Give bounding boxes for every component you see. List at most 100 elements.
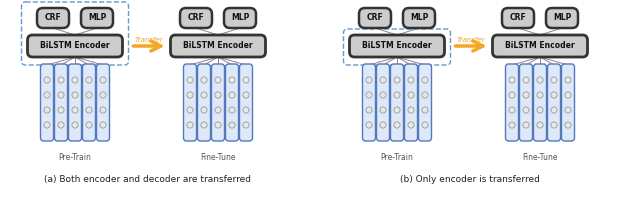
FancyBboxPatch shape: [97, 64, 109, 141]
FancyBboxPatch shape: [520, 64, 532, 141]
FancyBboxPatch shape: [28, 35, 122, 57]
Text: CRF: CRF: [509, 14, 526, 23]
Circle shape: [551, 77, 557, 83]
Text: MLP: MLP: [553, 14, 571, 23]
Circle shape: [215, 107, 221, 113]
Circle shape: [537, 92, 543, 98]
Circle shape: [201, 77, 207, 83]
Circle shape: [58, 92, 64, 98]
Circle shape: [523, 92, 529, 98]
FancyBboxPatch shape: [390, 64, 403, 141]
Circle shape: [394, 122, 400, 128]
Circle shape: [380, 92, 386, 98]
FancyBboxPatch shape: [502, 8, 534, 28]
FancyBboxPatch shape: [54, 64, 67, 141]
Circle shape: [201, 122, 207, 128]
Text: MLP: MLP: [231, 14, 249, 23]
FancyBboxPatch shape: [198, 64, 211, 141]
FancyBboxPatch shape: [404, 64, 417, 141]
Text: CRF: CRF: [45, 14, 61, 23]
Circle shape: [201, 92, 207, 98]
Circle shape: [366, 77, 372, 83]
FancyBboxPatch shape: [362, 64, 376, 141]
Circle shape: [187, 92, 193, 98]
FancyBboxPatch shape: [40, 64, 54, 141]
FancyBboxPatch shape: [359, 8, 391, 28]
FancyBboxPatch shape: [534, 64, 547, 141]
Circle shape: [366, 107, 372, 113]
Circle shape: [243, 77, 249, 83]
Circle shape: [551, 107, 557, 113]
Circle shape: [215, 77, 221, 83]
Circle shape: [100, 92, 106, 98]
Circle shape: [551, 122, 557, 128]
FancyBboxPatch shape: [37, 8, 69, 28]
Text: MLP: MLP: [88, 14, 106, 23]
Circle shape: [100, 122, 106, 128]
Circle shape: [565, 92, 571, 98]
Circle shape: [565, 77, 571, 83]
Text: BiLSTM Encoder: BiLSTM Encoder: [505, 42, 575, 51]
FancyBboxPatch shape: [211, 64, 225, 141]
FancyBboxPatch shape: [376, 64, 390, 141]
FancyBboxPatch shape: [349, 35, 445, 57]
Circle shape: [229, 92, 235, 98]
Text: Fine-Tune: Fine-Tune: [200, 153, 236, 162]
Circle shape: [229, 122, 235, 128]
FancyBboxPatch shape: [403, 8, 435, 28]
Circle shape: [523, 107, 529, 113]
Circle shape: [229, 107, 235, 113]
Circle shape: [509, 107, 515, 113]
Circle shape: [380, 122, 386, 128]
Circle shape: [187, 107, 193, 113]
Circle shape: [229, 77, 235, 83]
FancyBboxPatch shape: [180, 8, 212, 28]
Circle shape: [523, 122, 529, 128]
Text: (a) Both encoder and decoder are transferred: (a) Both encoder and decoder are transfe…: [45, 175, 252, 184]
Circle shape: [100, 77, 106, 83]
Text: Transfer: Transfer: [134, 37, 163, 43]
FancyBboxPatch shape: [225, 64, 239, 141]
Text: BiLSTM Encoder: BiLSTM Encoder: [40, 42, 110, 51]
Circle shape: [537, 122, 543, 128]
Circle shape: [100, 107, 106, 113]
Text: CRF: CRF: [367, 14, 383, 23]
Circle shape: [44, 92, 50, 98]
Circle shape: [422, 122, 428, 128]
FancyBboxPatch shape: [239, 64, 253, 141]
Circle shape: [509, 122, 515, 128]
Circle shape: [422, 77, 428, 83]
Circle shape: [44, 107, 50, 113]
Circle shape: [394, 107, 400, 113]
Text: BiLSTM Encoder: BiLSTM Encoder: [362, 42, 432, 51]
Circle shape: [72, 122, 78, 128]
Circle shape: [58, 77, 64, 83]
Circle shape: [215, 122, 221, 128]
Circle shape: [86, 107, 92, 113]
FancyBboxPatch shape: [419, 64, 431, 141]
Circle shape: [86, 92, 92, 98]
Circle shape: [215, 92, 221, 98]
Circle shape: [44, 122, 50, 128]
Circle shape: [380, 107, 386, 113]
Circle shape: [243, 92, 249, 98]
FancyBboxPatch shape: [170, 35, 266, 57]
FancyBboxPatch shape: [83, 64, 95, 141]
FancyBboxPatch shape: [224, 8, 256, 28]
Circle shape: [380, 77, 386, 83]
Circle shape: [537, 107, 543, 113]
Circle shape: [366, 122, 372, 128]
Circle shape: [243, 122, 249, 128]
Circle shape: [58, 122, 64, 128]
Circle shape: [537, 77, 543, 83]
Circle shape: [72, 77, 78, 83]
Circle shape: [187, 122, 193, 128]
Text: Pre-Train: Pre-Train: [59, 153, 92, 162]
Circle shape: [58, 107, 64, 113]
Circle shape: [408, 122, 414, 128]
Circle shape: [509, 92, 515, 98]
Circle shape: [72, 92, 78, 98]
FancyBboxPatch shape: [561, 64, 575, 141]
Circle shape: [394, 92, 400, 98]
Circle shape: [86, 122, 92, 128]
